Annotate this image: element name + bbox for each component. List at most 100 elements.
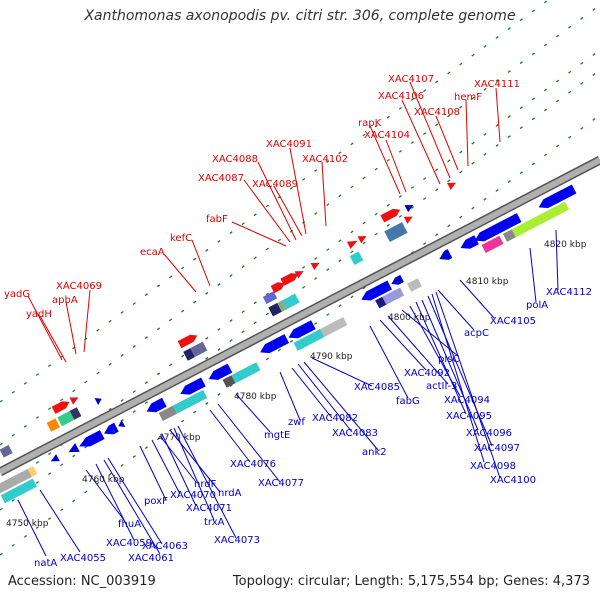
gene-feature[interactable] [178,377,206,398]
gene-feature[interactable] [293,329,325,351]
gene-feature[interactable] [57,410,75,427]
gene-feature[interactable] [282,293,300,309]
gene-feature[interactable] [349,251,364,265]
gene-feature[interactable] [0,478,37,504]
gene-feature[interactable] [346,237,360,249]
gene-label[interactable]: polA [526,300,548,311]
gene-label[interactable]: kefC [170,233,192,244]
gene-label[interactable]: XAC4111 [474,79,520,90]
gene-feature[interactable] [177,332,199,349]
gene-feature[interactable] [536,184,577,211]
gene-label[interactable]: yadH [26,309,52,320]
gene-label[interactable]: XAC4102 [302,154,348,165]
gene-label[interactable]: XAC4071 [186,503,232,514]
gene-label[interactable]: plsC [438,354,459,365]
gene-label[interactable]: XAC4083 [332,428,378,439]
gene-feature[interactable] [66,443,80,456]
gene-feature[interactable] [222,375,236,388]
gene-label[interactable]: XAC4069 [56,281,102,292]
gene-feature[interactable] [277,300,288,312]
gene-feature[interactable] [382,287,405,305]
gene-label[interactable]: hemF [454,92,482,103]
gene-label[interactable]: fhuA [118,519,141,530]
gene-feature[interactable] [310,259,322,271]
gene-label[interactable]: ecaA [140,247,165,258]
gene-feature[interactable] [437,249,453,263]
gene-label[interactable]: XAC4092 [404,368,450,379]
gene-feature[interactable] [270,280,287,294]
gene-feature[interactable] [404,201,415,213]
gene-feature[interactable] [407,278,422,292]
gene-label[interactable]: XAC4087 [198,173,244,184]
gene-feature[interactable] [144,397,167,416]
gene-label[interactable]: rapK [358,118,382,129]
gene-feature[interactable] [511,201,570,238]
gene-feature[interactable] [280,270,300,286]
gene-feature[interactable] [102,422,119,438]
gene-label[interactable]: XAC4112 [546,287,592,298]
gene-label[interactable]: XAC4098 [470,461,516,472]
gene-feature[interactable] [0,468,32,494]
gene-label[interactable]: XAC4100 [490,475,536,486]
gene-label[interactable]: XAC4108 [414,107,460,118]
gene-label[interactable]: XAC4055 [60,553,106,564]
gene-feature[interactable] [359,280,392,305]
gene-feature[interactable] [172,389,208,414]
gene-feature[interactable] [258,334,290,357]
gene-feature[interactable] [458,235,479,252]
gene-label[interactable]: XAC4107 [388,74,434,85]
gene-feature[interactable] [294,268,306,279]
gene-feature[interactable] [390,274,404,288]
gene-feature[interactable] [286,320,316,342]
gene-feature[interactable] [384,222,408,243]
gene-feature[interactable] [69,407,82,420]
gene-label[interactable]: XAC4082 [312,413,358,424]
gene-feature[interactable] [46,418,61,432]
gene-feature[interactable] [51,398,72,414]
gene-label[interactable]: XAC4088 [212,154,258,165]
gene-label[interactable]: XAC4095 [446,411,492,422]
gene-label[interactable]: XAC4061 [128,553,174,564]
gene-feature[interactable] [472,213,522,245]
gene-label[interactable]: XAC4105 [490,316,536,327]
gene-feature[interactable] [183,348,195,361]
gene-label[interactable]: zwf [288,417,305,428]
gene-label[interactable]: XAC4097 [474,443,520,454]
gene-feature[interactable] [320,317,348,337]
gene-feature[interactable] [158,405,178,422]
gene-label[interactable]: XAC4059 [106,538,152,549]
gene-feature[interactable] [69,394,80,405]
gene-label[interactable]: poxF [144,496,168,507]
gene-label[interactable]: apbA [52,295,78,306]
gene-feature[interactable] [502,229,516,242]
gene-label[interactable]: XAC4063 [142,541,188,552]
gene-label[interactable]: natA [34,558,57,569]
gene-label[interactable]: fabG [396,396,420,407]
gene-feature[interactable] [447,179,458,191]
gene-label[interactable]: ank2 [362,447,387,458]
gene-feature[interactable] [190,341,208,358]
gene-label[interactable]: trxA [204,517,225,528]
gene-feature[interactable] [380,206,401,223]
gene-feature[interactable] [0,445,13,458]
gene-label[interactable]: XAC4094 [444,395,490,406]
gene-feature[interactable] [268,302,282,317]
gene-feature[interactable] [77,430,105,451]
gene-feature[interactable] [116,419,126,430]
gene-feature[interactable] [49,454,60,465]
gene-feature[interactable] [27,466,38,477]
gene-label[interactable]: XAC4070 [170,490,216,501]
gene-label[interactable]: yadG [4,289,30,300]
gene-label[interactable]: XAC4077 [258,478,304,489]
gene-label[interactable]: XAC4076 [230,459,276,470]
gene-label[interactable]: fabF [206,214,228,225]
gene-label[interactable]: mgtE [264,430,290,441]
gene-feature[interactable] [357,233,369,244]
gene-label[interactable]: XAC4091 [266,139,312,150]
gene-label[interactable]: acpC [464,328,489,339]
gene-label[interactable]: XAC4089 [252,179,298,190]
gene-feature[interactable] [206,363,233,384]
gene-feature[interactable] [262,291,278,304]
gene-label[interactable]: XAC4104 [364,130,410,141]
gene-feature[interactable] [94,395,104,406]
